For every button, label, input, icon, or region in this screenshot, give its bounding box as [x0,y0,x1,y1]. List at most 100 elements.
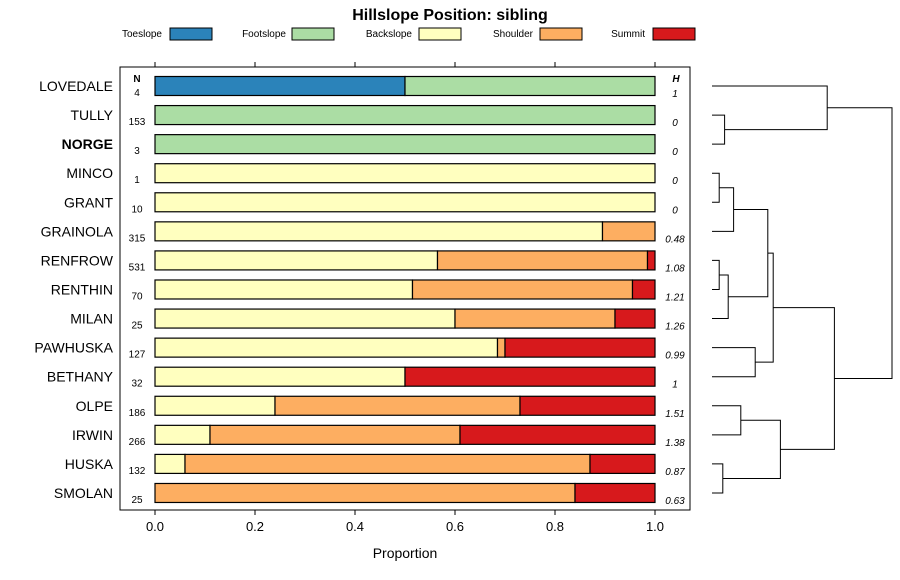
h-value-lovedale: 1 [672,89,678,100]
legend-label-shoulder: Shoulder [493,29,534,40]
n-value-norge: 3 [134,146,140,157]
bar-segment-pawhuska-shoulder [496,337,506,358]
dendrogram-link [773,307,835,450]
dendrogram-link [712,259,720,290]
bar-segment-renfrow-summit [646,250,656,271]
bar-segment-grainola-shoulder [601,221,656,242]
bar-segment-irwin-backslope [154,424,211,445]
bar-segment-milan-backslope [154,308,456,329]
h-value-tully: 0 [672,118,678,129]
bar-segment-huska-shoulder [184,453,591,475]
n-value-smolan: 25 [131,495,143,506]
bar-segment-smolan-shoulder [154,482,576,504]
legend-label-backslope: Backslope [366,29,413,40]
n-value-renfrow: 531 [129,262,146,273]
bar-segment-grainola-backslope [154,221,604,242]
bar-segment-tully-footslope [154,104,656,126]
n-value-renthin: 70 [131,291,143,302]
legend-label-footslope: Footslope [242,29,286,40]
n-value-milan: 25 [131,321,143,332]
x-tick-label: 0.6 [446,519,464,534]
bar-row-huska: HUSKA 132 0.87 [65,453,685,478]
h-value-milan: 1.26 [665,322,685,333]
category-label-pawhuska: PAWHUSKA [34,340,113,356]
bar-segment-renthin-backslope [154,279,414,300]
bar-segment-milan-shoulder [454,308,616,329]
chart-title: Hillslope Position: sibling [352,7,548,24]
dendrogram-link [712,187,735,232]
bar-row-lovedale: LOVEDALE 4 1 [39,75,678,100]
category-label-olpe: OLPE [76,398,113,414]
bar-segment-renfrow-backslope [154,250,439,271]
bar-segment-irwin-summit [459,424,656,445]
category-label-tully: TULLY [70,107,113,123]
x-tick-label: 0.0 [146,519,164,534]
dendrogram-link [722,419,781,479]
category-label-grant: GRANT [64,194,113,210]
x-axis: 0.0 0.2 0.4 0.6 0.8 1.0 [146,62,664,534]
h-value-irwin: 1.38 [665,438,685,449]
bar-row-smolan: SMOLAN 25 0.63 [54,482,685,507]
category-label-bethany: BETHANY [47,369,114,385]
legend-swatch-backslope [418,27,462,41]
h-value-pawhuska: 0.99 [665,351,685,362]
bar-segment-milan-summit [614,308,656,329]
bar-segment-pawhuska-backslope [154,337,499,358]
bar-segment-smolan-summit [574,482,656,504]
bar-segment-grant-backslope [154,192,656,213]
bar-segment-bethany-backslope [154,366,406,387]
category-label-norge: NORGE [62,136,113,152]
bar-segment-lovedale-toeslope [154,75,406,97]
dendrogram [712,85,893,494]
n-value-huska: 132 [129,466,146,477]
dendrogram-link [755,252,774,363]
legend-swatch-footslope [291,27,335,41]
h-value-bethany: 1 [672,380,678,391]
h-value-huska: 0.87 [665,467,685,478]
n-value-minco: 1 [134,175,140,186]
bar-segment-huska-summit [589,453,656,475]
bar-segment-huska-backslope [154,453,186,475]
legend: Toeslope Footslope Backslope Shoulder Summit [122,27,696,41]
bar-row-olpe: OLPE 186 1.51 [76,395,685,420]
bar-row-grant: GRANT 10 0 [64,192,678,216]
bar-row-norge: NORGE 3 0 [62,134,678,158]
h-column-header: H [672,74,680,85]
legend-swatch-shoulder [539,27,583,41]
x-axis-title: Proportion [373,545,438,561]
bar-row-tully: TULLY 153 0 [70,104,678,129]
n-value-irwin: 266 [129,437,146,448]
category-label-grainola: GRAINOLA [41,223,114,239]
x-tick-label: 0.8 [546,519,564,534]
h-value-smolan: 0.63 [665,496,685,507]
legend-label-toeslope: Toeslope [122,29,162,40]
n-value-grant: 10 [131,204,143,215]
dendrogram-link [827,107,893,380]
dendrogram-link [728,209,769,298]
bar-segment-minco-backslope [154,163,656,184]
bar-segment-renfrow-shoulder [436,250,649,271]
legend-swatch-toeslope [169,27,213,41]
category-label-renthin: RENTHIN [51,281,113,297]
category-label-huska: HUSKA [65,456,114,472]
bar-row-milan: MILAN 25 1.26 [70,308,685,333]
legend-label-summit: Summit [611,29,645,40]
n-column-header: N [133,74,140,85]
h-value-renfrow: 1.08 [665,263,685,274]
category-label-minco: MINCO [66,165,113,181]
dendrogram-link [712,347,756,378]
bar-segment-lovedale-footslope [404,75,656,97]
n-value-grainola: 315 [129,233,146,244]
bar-segment-olpe-summit [519,395,656,416]
bar-row-bethany: BETHANY 32 1 [47,366,678,391]
bar-row-irwin: IRWIN 266 1.38 [72,424,685,449]
bar-segment-renthin-shoulder [411,279,634,300]
h-value-grainola: 0.48 [665,234,685,245]
h-value-norge: 0 [672,147,678,158]
x-tick-label: 0.4 [346,519,364,534]
bar-row-minco: MINCO 1 0 [66,163,678,187]
n-value-lovedale: 4 [134,88,140,99]
category-label-milan: MILAN [70,311,113,327]
